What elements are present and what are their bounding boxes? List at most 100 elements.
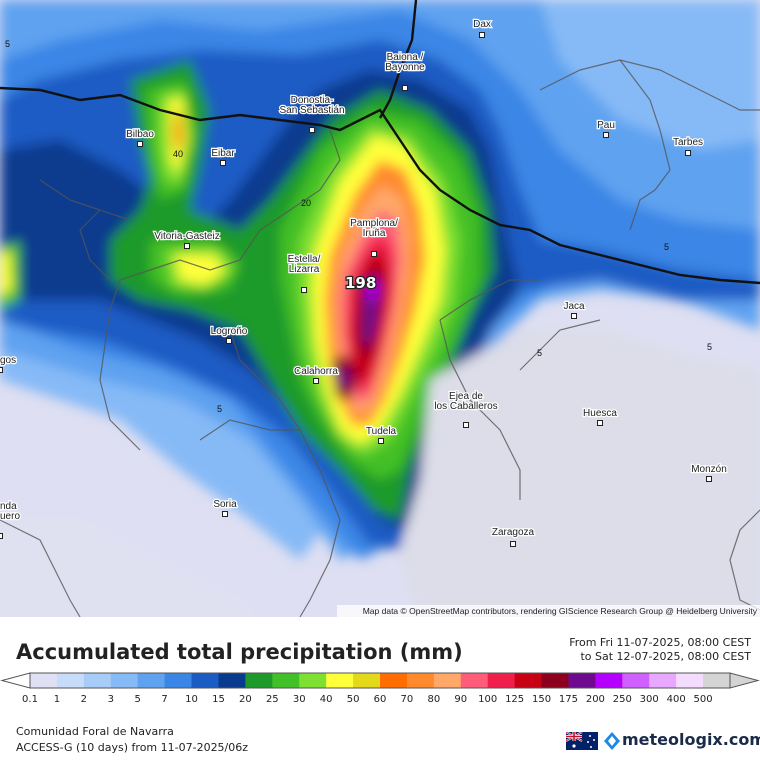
city-marker-icon xyxy=(402,85,408,91)
meteologix-logo-icon xyxy=(604,732,620,750)
colorbar-tick-label: 30 xyxy=(293,694,306,705)
colorbar-cell xyxy=(245,673,273,688)
colorbar-tick-label: 70 xyxy=(401,694,414,705)
colorbar-cell xyxy=(460,673,489,688)
period-from: From Fri 11-07-2025, 08:00 CEST xyxy=(569,636,751,649)
city-marker-icon xyxy=(220,160,226,166)
city-label: Calahorra xyxy=(294,366,338,377)
colorbar-tick-label: 60 xyxy=(374,694,387,705)
city-9[interactable]: Estella/Lizarra xyxy=(286,253,322,293)
colorbar-tick-label: 10 xyxy=(185,694,198,705)
colorbar-cell xyxy=(353,673,381,688)
city-label: Estella/Lizarra xyxy=(288,254,321,275)
colorbar-cell xyxy=(568,673,596,688)
city-17[interactable]: Monzón xyxy=(690,463,728,482)
city-6[interactable]: Tarbes xyxy=(672,136,704,156)
colorbar-cell xyxy=(218,673,246,688)
city-label: Soria xyxy=(213,499,237,510)
city-label: Eibar xyxy=(211,148,235,159)
city-label: Tudela xyxy=(366,426,397,437)
colorbar-tick-label: 2 xyxy=(81,694,87,705)
colorbar-tick-label: 20 xyxy=(239,694,252,705)
colorbar-cell xyxy=(541,673,569,688)
city-label: Jaca xyxy=(563,301,585,312)
colorbar-frame xyxy=(29,672,731,689)
colorbar-tick-label: 400 xyxy=(667,694,686,705)
colorbar-tick-label: 0.1 xyxy=(22,694,38,705)
map-attribution: Map data © OpenStreetMap contributors, r… xyxy=(337,605,760,617)
colorbar-tick-label: 500 xyxy=(694,694,713,705)
colorbar-cell xyxy=(299,673,327,688)
city-label: Huesca xyxy=(583,408,617,419)
national-border xyxy=(0,0,760,285)
city-14[interactable]: Ejea de los Caballeros xyxy=(433,390,499,428)
city-marker-icon xyxy=(222,511,228,517)
city-0[interactable]: Dax xyxy=(472,18,492,38)
contour-label: 5 xyxy=(707,342,712,352)
city-12[interactable]: gos xyxy=(0,354,17,373)
colorbar-tick-label: 250 xyxy=(613,694,632,705)
city-marker-icon xyxy=(479,32,485,38)
precipitation-map[interactable]: 5 40 20 5 5 5 5 Dax Baiona / Bayonne Donost… xyxy=(0,0,760,617)
city-5[interactable]: Pau xyxy=(596,119,616,138)
city-label: nda uero xyxy=(0,501,20,522)
city-label: Pau xyxy=(597,120,615,131)
precipitation-field xyxy=(0,0,760,617)
city-10[interactable]: Jaca xyxy=(562,300,586,319)
city-marker-icon xyxy=(226,338,232,344)
colorbar-tick-label: 150 xyxy=(532,694,551,705)
model-run: ACCESS-G (10 days) from 11-07-2025/06z xyxy=(16,741,249,754)
city-label: Logroño xyxy=(211,326,248,337)
city-label: Dax xyxy=(473,19,491,30)
colorbar-tick-label: 90 xyxy=(454,694,467,705)
colorbar-cell xyxy=(30,673,58,688)
city-3[interactable]: Bilbao xyxy=(125,128,156,147)
city-marker-icon xyxy=(137,141,143,147)
city-marker-icon xyxy=(463,422,469,428)
colorbar-cell xyxy=(487,673,516,688)
city-label: Donostia-San Sebastián xyxy=(279,95,344,116)
colorbar-cell xyxy=(326,673,354,688)
city-13[interactable]: Calahorra xyxy=(293,365,340,384)
colorbar-tick-label: 15 xyxy=(212,694,225,705)
colorbar-cell xyxy=(514,673,543,688)
colorbar-cell xyxy=(703,673,731,688)
city-marker-icon xyxy=(371,251,377,257)
city-marker-icon xyxy=(597,420,603,426)
city-1[interactable]: Baiona / Bayonne xyxy=(384,51,426,91)
city-marker-icon xyxy=(706,476,712,482)
city-18[interactable]: Soria xyxy=(212,498,238,517)
city-15[interactable]: Huesca xyxy=(582,407,619,426)
city-label: Vitoria-Gasteiz xyxy=(154,231,219,242)
contour-label: 5 xyxy=(5,39,10,49)
colorbar-cell xyxy=(649,673,677,688)
contour-label: 20 xyxy=(301,198,311,208)
city-marker-icon xyxy=(0,533,3,539)
city-marker-icon xyxy=(309,127,315,133)
city-label: Bilbao xyxy=(126,129,154,140)
city-label: Ejea de los Caballeros xyxy=(434,391,497,412)
city-2[interactable]: Donostia-San Sebastián xyxy=(278,94,346,133)
colorbar-cell xyxy=(380,673,408,688)
brand-logo[interactable]: meteologix.com xyxy=(566,730,760,752)
australia-flag-icon xyxy=(566,732,598,750)
city-7[interactable]: Vitoria-Gasteiz xyxy=(153,230,221,249)
colorbar-cell xyxy=(433,673,462,688)
region-name: Comunidad Foral de Navarra xyxy=(16,725,174,738)
city-11[interactable]: Logroño xyxy=(209,325,249,344)
city-8[interactable]: Pamplona/Iruña xyxy=(349,217,399,257)
contour-label: 5 xyxy=(537,348,542,358)
city-16[interactable]: Tudela xyxy=(365,425,398,444)
contour-label: 5 xyxy=(664,242,669,252)
city-marker-icon xyxy=(571,313,577,319)
city-marker-icon xyxy=(0,367,3,373)
city-19[interactable]: nda uero xyxy=(0,500,22,539)
city-marker-icon xyxy=(301,287,307,293)
city-20[interactable]: Zaragoza xyxy=(491,526,536,547)
city-label: Tarbes xyxy=(673,137,703,148)
city-4[interactable]: Eibar xyxy=(210,147,237,166)
colorbar-tick-label: 25 xyxy=(266,694,279,705)
colorbar-cell xyxy=(272,673,300,688)
colorbar-tick-label: 80 xyxy=(427,694,440,705)
color-scale: 0.1 1 2 3 5 7 10 15 20 25 30 40 50 60 70 80 90 100 125 150 1… xyxy=(0,672,760,705)
